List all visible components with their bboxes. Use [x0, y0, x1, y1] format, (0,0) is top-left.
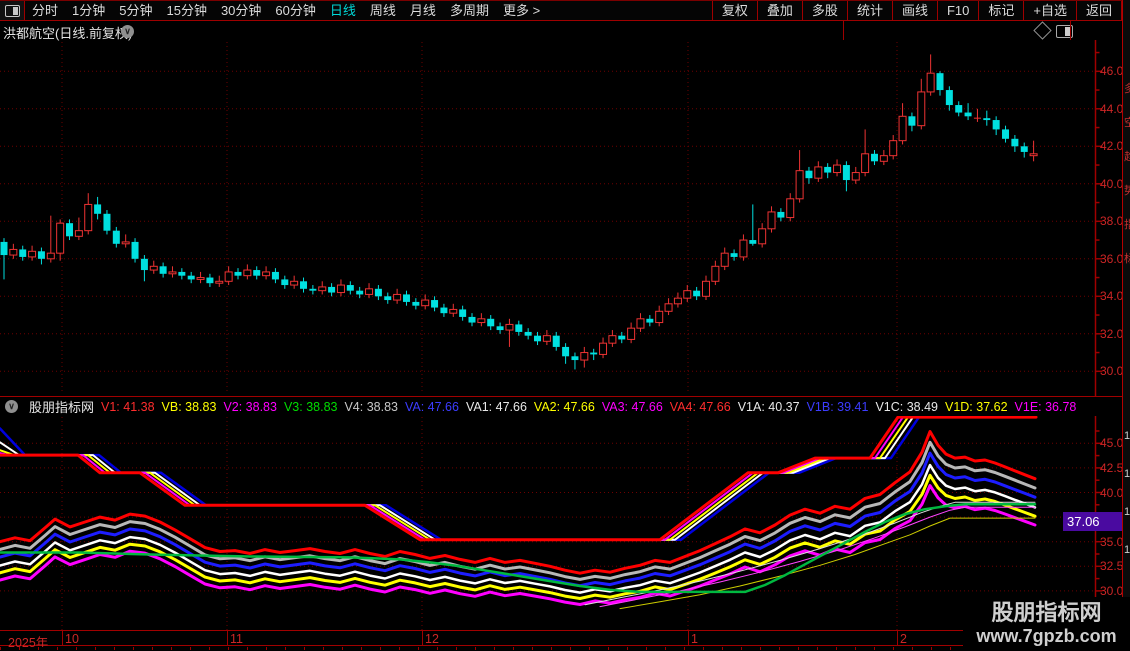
indicator-value-VA3: VA3: 47.66	[602, 400, 663, 414]
month-label: 1	[691, 632, 698, 646]
tools-menu: 复权叠加多股统计画线F10标记+自选返回	[712, 1, 1122, 20]
title-row: 洪都航空(日线.前复权) ∨	[0, 21, 1130, 40]
watermark-url: www.7gpzb.com	[976, 625, 1116, 647]
month-divider	[897, 631, 898, 645]
period-item-7[interactable]: 周线	[370, 1, 396, 20]
indicator-value-VA4: VA4: 47.66	[670, 400, 731, 414]
panel-icon	[5, 5, 20, 17]
tool-item-3[interactable]: 统计	[847, 1, 892, 20]
indicator-value-V3: V3: 38.83	[284, 400, 338, 414]
month-label: 2	[900, 632, 907, 646]
clipped-text: 多	[1124, 80, 1130, 96]
period-item-5[interactable]: 60分钟	[275, 1, 315, 20]
clipped-text: 趋	[1124, 148, 1130, 164]
period-item-9[interactable]: 多周期	[450, 1, 489, 20]
divider	[1070, 21, 1071, 40]
indicator-value-V1A: V1A: 40.37	[738, 400, 800, 414]
indicator-header: ∨ 股朋指标网 V1: 41.38 VB: 38.83 V2: 38.83 V3: 3…	[0, 396, 1130, 416]
indicator-value-VA2: VA2: 47.66	[534, 400, 595, 414]
indicator-collapse-icon[interactable]: ∨	[5, 400, 18, 413]
layout-toggle-button[interactable]	[0, 1, 25, 20]
indicator-name: 股朋指标网	[29, 397, 94, 416]
month-divider	[62, 631, 63, 645]
clipped-text: 1	[1124, 544, 1130, 556]
watermark: 股朋指标网 www.7gpzb.com	[963, 597, 1130, 650]
indicator-value-V1: V1: 41.38	[101, 400, 155, 414]
clipped-text: 指	[1124, 216, 1130, 232]
period-item-6[interactable]: 日线	[330, 1, 356, 20]
month-label: 11	[230, 632, 243, 646]
month-divider	[688, 631, 689, 645]
period-item-1[interactable]: 1分钟	[72, 1, 105, 20]
period-menu: 分时 1分钟 5分钟 15分钟 30分钟 60分钟日线周线月线多周期更多 >	[25, 1, 712, 20]
tool-item-0[interactable]: 复权	[712, 1, 757, 20]
last-value-badge: 37.06	[1063, 512, 1122, 531]
title-dropdown-icon[interactable]: ∨	[121, 25, 134, 38]
indicator-value-V1E: V1E: 36.78	[1015, 400, 1077, 414]
clipped-text: 势	[1124, 182, 1130, 198]
clipped-side-panel: 多空趋势指标 1 1 1 1	[1122, 0, 1130, 650]
indicator-value-V1D: V1D: 37.62	[945, 400, 1008, 414]
indicator-line-V3-green	[0, 504, 1035, 592]
period-item-8[interactable]: 月线	[410, 1, 436, 20]
watermark-site-name: 股朋指标网	[991, 601, 1101, 625]
stock-title: 洪都航空(日线.前复权)	[3, 23, 132, 42]
indicator-value-V2: V2: 38.83	[223, 400, 277, 414]
month-divider	[227, 631, 228, 645]
month-label: 12	[425, 632, 439, 646]
clipped-text: 1	[1124, 468, 1130, 480]
diamond-icon[interactable]	[1033, 21, 1051, 39]
clipped-text: 标	[1124, 250, 1130, 266]
tool-item-4[interactable]: 画线	[892, 1, 937, 20]
period-item-4[interactable]: 30分钟	[221, 1, 261, 20]
indicator-value-VA: VA: 47.66	[405, 400, 459, 414]
tool-item-2[interactable]: 多股	[802, 1, 847, 20]
clipped-text: 1	[1124, 506, 1130, 518]
indicator-value-VB: VB: 38.83	[162, 400, 217, 414]
tool-item-6[interactable]: 标记	[978, 1, 1023, 20]
clipped-text: 1	[1124, 430, 1130, 442]
period-item-0[interactable]: 分时	[32, 1, 58, 20]
period-item-10[interactable]: 更多 >	[503, 1, 540, 20]
tool-item-1[interactable]: 叠加	[757, 1, 802, 20]
indicator-value-VA1: VA1: 47.66	[466, 400, 527, 414]
period-toolbar: 分时 1分钟 5分钟 15分钟 30分钟 60分钟日线周线月线多周期更多 > 复权叠加多股…	[0, 0, 1130, 21]
tool-item-5[interactable]: F10	[937, 1, 978, 20]
period-item-3[interactable]: 15分钟	[166, 1, 206, 20]
indicator-value-V1C: V1C: 38.49	[875, 400, 938, 414]
divider	[843, 21, 844, 40]
period-item-2[interactable]: 5分钟	[119, 1, 152, 20]
time-axis: 2025年 10111212	[0, 630, 1130, 646]
tool-item-7[interactable]: +自选	[1023, 1, 1076, 20]
tool-item-8[interactable]: 返回	[1076, 1, 1122, 20]
clipped-text: 空	[1124, 114, 1130, 130]
chart-canvas[interactable]	[0, 0, 1130, 650]
month-divider	[422, 631, 423, 645]
month-label: 10	[65, 632, 79, 646]
indicator-value-V1B: V1B: 39.41	[807, 400, 869, 414]
indicator-value-V4: V4: 38.83	[344, 400, 398, 414]
